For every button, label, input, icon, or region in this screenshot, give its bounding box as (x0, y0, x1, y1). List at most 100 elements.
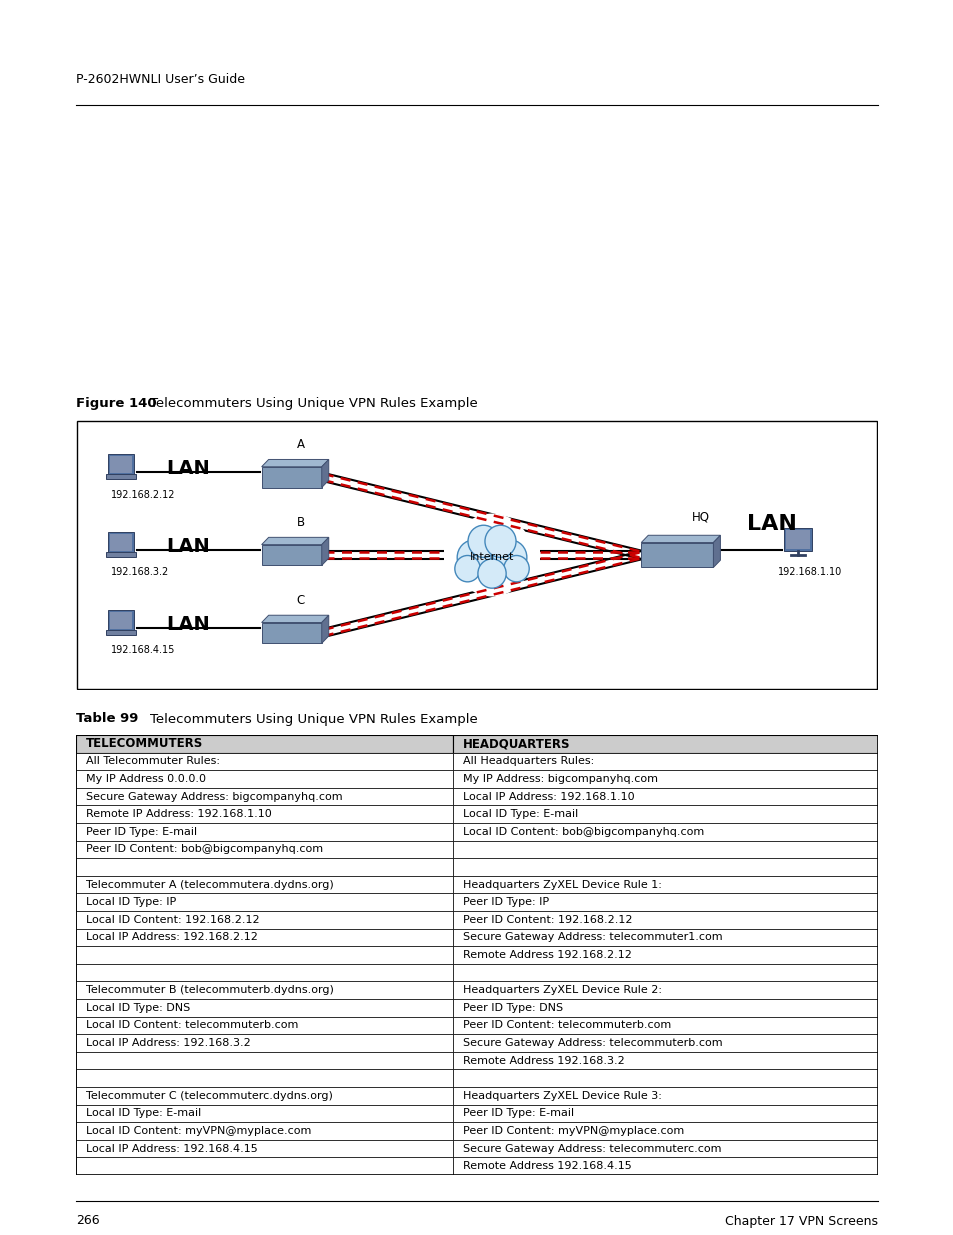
Text: Local ID Content: bob@bigcompanyhq.com: Local ID Content: bob@bigcompanyhq.com (462, 826, 703, 837)
FancyBboxPatch shape (76, 823, 453, 841)
FancyBboxPatch shape (76, 876, 453, 893)
Text: Telecommuter C (telecommuterc.dydns.org): Telecommuter C (telecommuterc.dydns.org) (86, 1091, 333, 1100)
Text: Peer ID Type: IP: Peer ID Type: IP (462, 897, 548, 908)
FancyBboxPatch shape (453, 771, 877, 788)
Text: Local ID Content: 192.168.2.12: Local ID Content: 192.168.2.12 (86, 915, 259, 925)
FancyBboxPatch shape (76, 946, 453, 963)
FancyBboxPatch shape (453, 1140, 877, 1157)
Text: Local ID Type: E-mail: Local ID Type: E-mail (86, 1108, 201, 1119)
FancyBboxPatch shape (453, 963, 877, 982)
Text: LAN: LAN (746, 514, 797, 534)
Text: Local ID Content: telecommuterb.com: Local ID Content: telecommuterb.com (86, 1020, 298, 1030)
FancyBboxPatch shape (453, 946, 877, 963)
Text: Headquarters ZyXEL Device Rule 3:: Headquarters ZyXEL Device Rule 3: (462, 1091, 660, 1100)
FancyBboxPatch shape (76, 735, 453, 752)
FancyBboxPatch shape (453, 1034, 877, 1052)
FancyBboxPatch shape (76, 1157, 453, 1174)
Text: Local ID Type: IP: Local ID Type: IP (86, 897, 176, 908)
Circle shape (493, 540, 526, 576)
FancyBboxPatch shape (453, 1087, 877, 1104)
Text: Headquarters ZyXEL Device Rule 2:: Headquarters ZyXEL Device Rule 2: (462, 986, 660, 995)
Text: Telecommuters Using Unique VPN Rules Example: Telecommuters Using Unique VPN Rules Exa… (150, 398, 477, 410)
Polygon shape (261, 459, 329, 467)
Polygon shape (261, 545, 321, 566)
FancyBboxPatch shape (453, 1052, 877, 1070)
Polygon shape (261, 537, 329, 545)
Text: A: A (296, 438, 304, 451)
FancyBboxPatch shape (784, 530, 809, 548)
Text: Secure Gateway Address: telecommuterb.com: Secure Gateway Address: telecommuterb.co… (462, 1037, 721, 1049)
FancyBboxPatch shape (76, 982, 453, 999)
FancyBboxPatch shape (76, 911, 453, 929)
Circle shape (452, 514, 532, 597)
FancyBboxPatch shape (453, 841, 877, 858)
Text: Peer ID Type: DNS: Peer ID Type: DNS (462, 1003, 562, 1013)
Text: Telecommuter B (telecommuterb.dydns.org): Telecommuter B (telecommuterb.dydns.org) (86, 986, 334, 995)
Text: B: B (296, 516, 305, 529)
FancyBboxPatch shape (453, 1104, 877, 1123)
Text: Secure Gateway Address: telecommuterc.com: Secure Gateway Address: telecommuterc.co… (462, 1144, 720, 1153)
FancyBboxPatch shape (109, 610, 134, 631)
FancyBboxPatch shape (76, 999, 453, 1016)
Text: TELECOMMUTERS: TELECOMMUTERS (86, 737, 203, 751)
FancyBboxPatch shape (453, 858, 877, 876)
Polygon shape (640, 542, 713, 567)
FancyBboxPatch shape (76, 929, 453, 946)
Text: Local IP Address: 192.168.1.10: Local IP Address: 192.168.1.10 (462, 792, 634, 802)
FancyBboxPatch shape (453, 735, 877, 752)
Text: All Headquarters Rules:: All Headquarters Rules: (462, 756, 593, 767)
FancyBboxPatch shape (453, 752, 877, 771)
Text: Peer ID Type: E-mail: Peer ID Type: E-mail (462, 1108, 573, 1119)
Text: Peer ID Content: telecommuterb.com: Peer ID Content: telecommuterb.com (462, 1020, 670, 1030)
FancyBboxPatch shape (76, 805, 453, 823)
Circle shape (455, 556, 479, 582)
FancyBboxPatch shape (76, 1087, 453, 1104)
FancyBboxPatch shape (76, 893, 453, 911)
FancyBboxPatch shape (453, 1016, 877, 1034)
Polygon shape (321, 615, 329, 643)
FancyBboxPatch shape (76, 1123, 453, 1140)
FancyBboxPatch shape (111, 457, 132, 473)
Polygon shape (640, 535, 720, 542)
FancyBboxPatch shape (76, 1070, 453, 1087)
FancyBboxPatch shape (76, 752, 453, 771)
Text: Local ID Content: myVPN@myplace.com: Local ID Content: myVPN@myplace.com (86, 1126, 311, 1136)
FancyBboxPatch shape (453, 999, 877, 1016)
FancyBboxPatch shape (76, 1052, 453, 1070)
FancyBboxPatch shape (76, 1104, 453, 1123)
Text: Headquarters ZyXEL Device Rule 1:: Headquarters ZyXEL Device Rule 1: (462, 879, 660, 889)
FancyBboxPatch shape (782, 529, 811, 551)
FancyBboxPatch shape (453, 805, 877, 823)
Polygon shape (321, 537, 329, 566)
Text: Telecommuter A (telecommutera.dydns.org): Telecommuter A (telecommutera.dydns.org) (86, 879, 334, 889)
FancyBboxPatch shape (109, 454, 134, 475)
FancyBboxPatch shape (453, 1070, 877, 1087)
FancyBboxPatch shape (111, 535, 132, 551)
Text: Secure Gateway Address: telecommuter1.com: Secure Gateway Address: telecommuter1.co… (462, 932, 721, 942)
FancyBboxPatch shape (76, 963, 453, 982)
Text: 192.168.1.10: 192.168.1.10 (777, 567, 841, 578)
Polygon shape (261, 622, 321, 643)
FancyBboxPatch shape (106, 474, 136, 479)
Text: Peer ID Content: 192.168.2.12: Peer ID Content: 192.168.2.12 (462, 915, 632, 925)
FancyBboxPatch shape (77, 421, 876, 689)
Text: Peer ID Content: myVPN@myplace.com: Peer ID Content: myVPN@myplace.com (462, 1126, 683, 1136)
Text: Peer ID Content: bob@bigcompanyhq.com: Peer ID Content: bob@bigcompanyhq.com (86, 845, 323, 855)
Text: C: C (296, 594, 305, 606)
Text: 192.168.3.2: 192.168.3.2 (112, 567, 170, 578)
Polygon shape (261, 467, 321, 488)
Text: Telecommuters Using Unique VPN Rules Example: Telecommuters Using Unique VPN Rules Exa… (150, 713, 477, 725)
Text: HQ: HQ (692, 511, 710, 524)
FancyBboxPatch shape (76, 788, 453, 805)
Text: Local ID Type: E-mail: Local ID Type: E-mail (462, 809, 578, 819)
FancyBboxPatch shape (76, 841, 453, 858)
Polygon shape (321, 459, 329, 488)
Text: LAN: LAN (166, 537, 210, 556)
FancyBboxPatch shape (453, 823, 877, 841)
Text: Internet: Internet (469, 552, 514, 562)
Text: HEADQUARTERS: HEADQUARTERS (462, 737, 570, 751)
FancyBboxPatch shape (453, 1123, 877, 1140)
FancyBboxPatch shape (453, 788, 877, 805)
Text: Remote Address 192.168.4.15: Remote Address 192.168.4.15 (462, 1161, 631, 1171)
FancyBboxPatch shape (453, 982, 877, 999)
